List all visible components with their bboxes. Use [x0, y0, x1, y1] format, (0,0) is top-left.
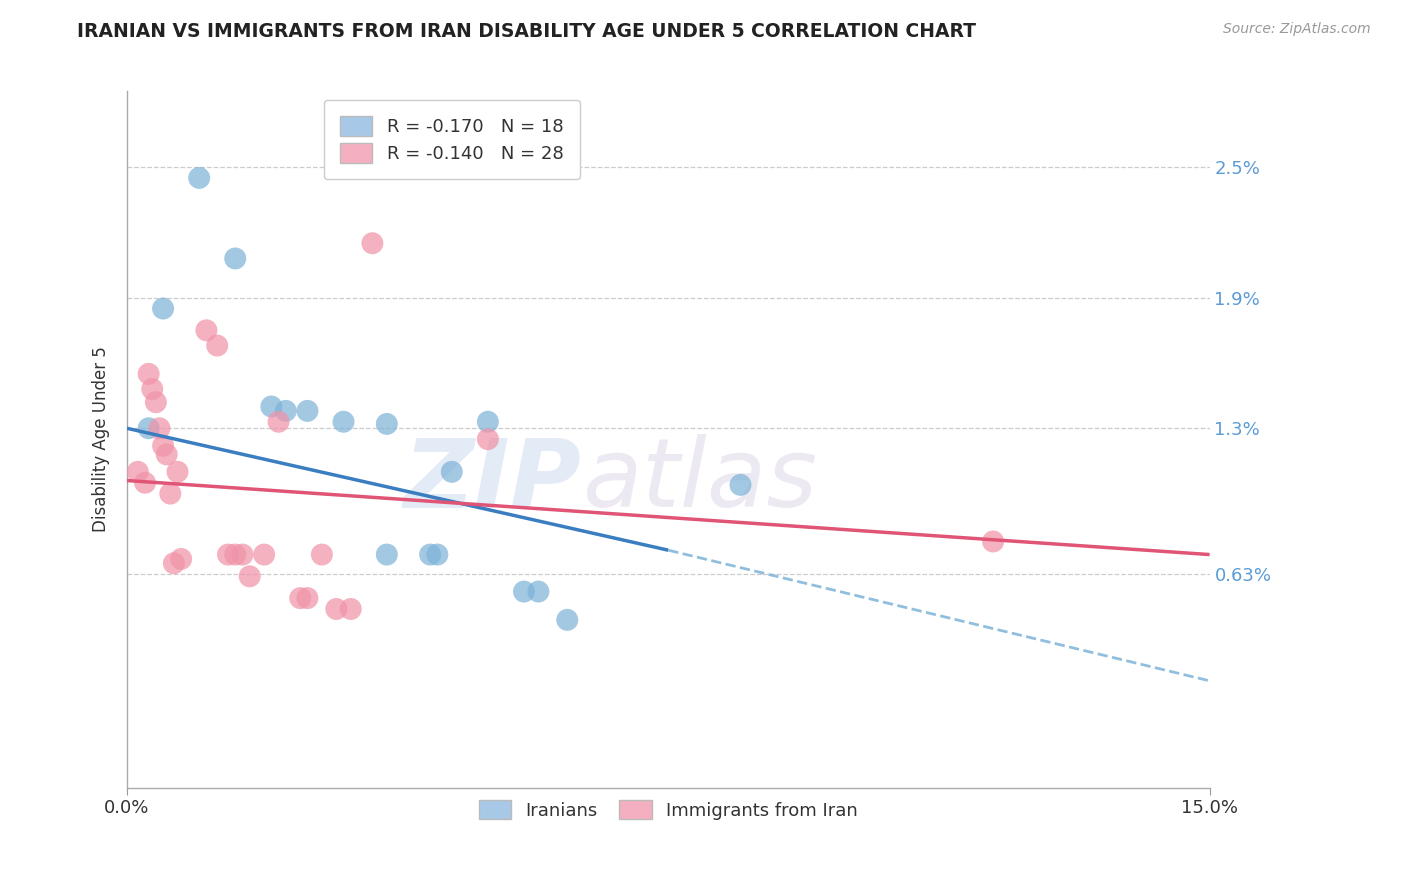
Point — [224, 548, 246, 562]
Point — [527, 584, 550, 599]
Y-axis label: Disability Age Under 5: Disability Age Under 5 — [93, 346, 110, 533]
Point — [477, 432, 499, 446]
Point — [231, 548, 253, 562]
Point — [267, 415, 290, 429]
Point — [419, 548, 441, 562]
Point — [513, 584, 536, 599]
Text: atlas: atlas — [582, 434, 817, 527]
Point — [325, 602, 347, 616]
Point — [339, 602, 361, 616]
Point — [274, 404, 297, 418]
Point — [440, 465, 463, 479]
Point — [224, 252, 246, 266]
Point — [127, 465, 149, 479]
Point — [981, 534, 1004, 549]
Point — [375, 417, 398, 431]
Point — [375, 548, 398, 562]
Point — [195, 323, 218, 337]
Point — [138, 367, 160, 381]
Point — [555, 613, 578, 627]
Point — [297, 591, 319, 606]
Point — [332, 415, 354, 429]
Point — [148, 421, 170, 435]
Point — [145, 395, 167, 409]
Point — [152, 301, 174, 316]
Point — [260, 400, 283, 414]
Text: Source: ZipAtlas.com: Source: ZipAtlas.com — [1223, 22, 1371, 37]
Point — [188, 170, 211, 185]
Point — [253, 548, 276, 562]
Point — [170, 552, 193, 566]
Point — [730, 478, 752, 492]
Point — [361, 236, 384, 251]
Point — [141, 382, 163, 396]
Legend: Iranians, Immigrants from Iran: Iranians, Immigrants from Iran — [470, 790, 868, 829]
Point — [290, 591, 312, 606]
Text: IRANIAN VS IMMIGRANTS FROM IRAN DISABILITY AGE UNDER 5 CORRELATION CHART: IRANIAN VS IMMIGRANTS FROM IRAN DISABILI… — [77, 22, 976, 41]
Point — [311, 548, 333, 562]
Point — [239, 569, 262, 583]
Point — [152, 439, 174, 453]
Point — [163, 556, 186, 570]
Point — [134, 475, 156, 490]
Point — [138, 421, 160, 435]
Point — [217, 548, 239, 562]
Point — [205, 338, 228, 352]
Point — [156, 447, 179, 461]
Point — [297, 404, 319, 418]
Point — [477, 415, 499, 429]
Point — [426, 548, 449, 562]
Text: ZIP: ZIP — [404, 434, 582, 527]
Point — [159, 486, 181, 500]
Point — [166, 465, 188, 479]
